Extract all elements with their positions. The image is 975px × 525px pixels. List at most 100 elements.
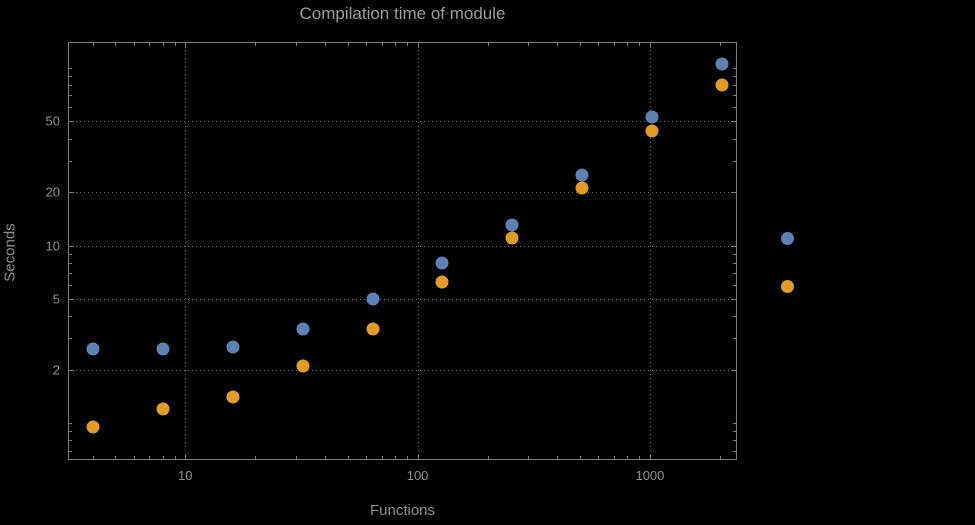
x-tick-mark bbox=[649, 43, 651, 48]
x-tick-label: 1000 bbox=[635, 468, 665, 483]
y-tick-label: 10 bbox=[45, 238, 60, 254]
chart-legend bbox=[781, 232, 794, 293]
y-tick-mark bbox=[69, 67, 72, 69]
data-point-series-1-blue bbox=[645, 110, 659, 124]
h-gridline bbox=[68, 121, 737, 123]
y-tick-mark bbox=[731, 299, 736, 300]
y-tick-mark bbox=[69, 262, 72, 264]
x-tick-mark bbox=[487, 43, 489, 46]
x-tick-mark bbox=[406, 43, 408, 46]
data-point-series-2-orange bbox=[505, 231, 519, 245]
data-point-series-2-orange bbox=[226, 390, 240, 404]
x-tick-mark bbox=[613, 456, 615, 459]
x-tick-mark bbox=[649, 454, 651, 459]
x-tick-mark bbox=[639, 456, 641, 459]
y-tick-mark bbox=[69, 431, 72, 433]
x-tick-mark bbox=[381, 456, 383, 459]
x-tick-mark bbox=[133, 456, 135, 459]
y-tick-mark bbox=[69, 95, 72, 97]
x-tick-mark bbox=[639, 43, 641, 46]
y-tick-mark bbox=[69, 253, 72, 255]
y-tick-mark bbox=[731, 121, 736, 123]
data-point-series-1-blue bbox=[86, 342, 100, 356]
y-tick-mark bbox=[733, 76, 736, 78]
y-tick-mark bbox=[733, 284, 736, 286]
v-gridline bbox=[417, 42, 419, 460]
y-tick-mark bbox=[69, 192, 74, 194]
x-tick-mark bbox=[174, 43, 176, 46]
h-gridline bbox=[68, 245, 737, 247]
y-tick-label: 5 bbox=[52, 291, 60, 307]
v-gridline bbox=[185, 42, 187, 460]
data-point-series-1-blue bbox=[575, 168, 589, 182]
x-tick-mark bbox=[149, 43, 151, 46]
y-tick-mark bbox=[69, 160, 72, 162]
x-tick-mark bbox=[162, 456, 164, 459]
plot-frame bbox=[68, 42, 737, 460]
x-tick-label: 10 bbox=[177, 468, 193, 483]
x-tick-mark bbox=[347, 456, 349, 459]
x-tick-mark bbox=[115, 456, 117, 459]
x-tick-mark bbox=[557, 456, 559, 459]
y-tick-mark bbox=[733, 107, 736, 109]
x-tick-mark bbox=[133, 43, 135, 46]
y-tick-mark bbox=[69, 284, 72, 286]
x-tick-mark bbox=[381, 43, 383, 46]
x-tick-mark bbox=[185, 454, 187, 459]
x-tick-mark bbox=[395, 43, 397, 46]
y-tick-label: 20 bbox=[45, 184, 60, 200]
x-tick-mark bbox=[92, 43, 94, 46]
data-point-series-2-orange bbox=[296, 359, 310, 373]
x-tick-mark bbox=[296, 456, 298, 459]
x-tick-mark bbox=[528, 456, 530, 459]
y-tick-mark bbox=[733, 450, 736, 452]
x-tick-mark bbox=[347, 43, 349, 46]
y-tick-mark bbox=[69, 316, 72, 318]
x-tick-mark bbox=[185, 43, 187, 48]
x-tick-mark bbox=[598, 456, 600, 459]
x-tick-mark bbox=[627, 43, 629, 46]
x-tick-mark bbox=[719, 456, 721, 459]
y-tick-mark bbox=[733, 262, 736, 264]
x-tick-mark bbox=[417, 43, 419, 48]
v-gridline bbox=[649, 42, 651, 460]
x-tick-mark bbox=[598, 43, 600, 46]
y-tick-mark bbox=[733, 316, 736, 318]
x-tick-mark bbox=[162, 43, 164, 46]
data-point-series-1-blue bbox=[366, 292, 380, 306]
h-gridline bbox=[68, 369, 737, 371]
data-point-series-2-orange bbox=[435, 275, 449, 289]
data-point-series-2-orange bbox=[156, 402, 170, 416]
data-point-series-2-orange bbox=[86, 420, 100, 434]
y-tick-mark bbox=[69, 369, 74, 371]
y-tick-mark bbox=[731, 192, 736, 194]
data-point-series-1-blue bbox=[226, 340, 240, 354]
y-tick-mark bbox=[733, 338, 736, 340]
x-tick-mark bbox=[255, 43, 257, 46]
y-tick-label: 50 bbox=[45, 113, 60, 129]
x-tick-mark bbox=[417, 454, 419, 459]
y-tick-mark bbox=[733, 431, 736, 433]
y-tick-mark bbox=[69, 76, 72, 78]
data-point-series-2-orange bbox=[645, 124, 659, 138]
y-tick-mark bbox=[69, 85, 72, 87]
y-tick-mark bbox=[731, 245, 736, 247]
x-tick-mark bbox=[255, 456, 257, 459]
x-tick-mark bbox=[528, 43, 530, 46]
y-tick-mark bbox=[69, 440, 72, 442]
y-tick-mark bbox=[69, 423, 72, 425]
x-tick-mark bbox=[366, 43, 368, 46]
x-tick-mark bbox=[719, 43, 721, 46]
y-tick-mark bbox=[69, 299, 74, 300]
x-tick-label: 100 bbox=[406, 468, 429, 483]
y-tick-mark bbox=[69, 273, 72, 275]
y-tick-mark bbox=[733, 273, 736, 275]
x-tick-mark bbox=[174, 456, 176, 459]
x-tick-mark bbox=[325, 43, 327, 46]
data-point-series-1-blue bbox=[505, 218, 519, 232]
x-tick-mark bbox=[627, 456, 629, 459]
x-tick-mark bbox=[115, 43, 117, 46]
y-tick-mark bbox=[733, 67, 736, 69]
y-tick-mark bbox=[733, 423, 736, 425]
